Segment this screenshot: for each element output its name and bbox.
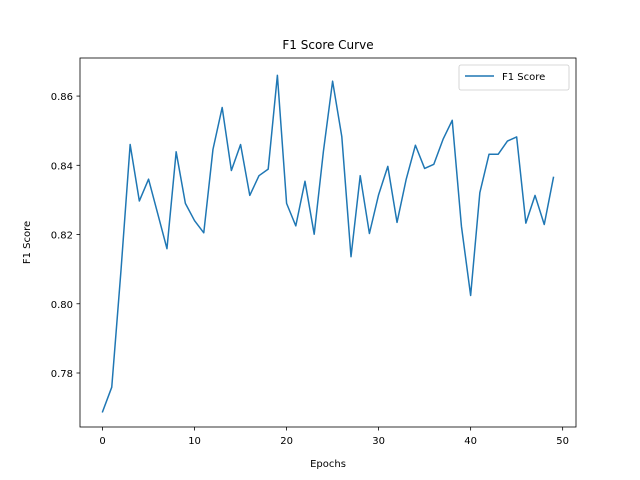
plot-frame bbox=[79, 57, 577, 428]
y-axis-label: F1 Score bbox=[22, 221, 33, 264]
x-tick-label: 40 bbox=[464, 436, 477, 447]
x-tick-label: 10 bbox=[188, 436, 201, 447]
x-axis-ticks: 0 10 20 30 40 50 bbox=[99, 427, 569, 447]
y-axis-ticks: 0.78 0.80 0.82 0.84 0.86 bbox=[51, 92, 80, 380]
legend-box bbox=[458, 64, 570, 91]
x-tick-label: 30 bbox=[372, 436, 385, 447]
chart-title: F1 Score Curve bbox=[282, 38, 373, 52]
y-tick-label: 0.82 bbox=[51, 231, 73, 242]
x-tick-label: 0 bbox=[99, 436, 105, 447]
x-tick-label: 20 bbox=[280, 436, 293, 447]
series-line-f1-score bbox=[101, 74, 555, 413]
x-axis-label: Epochs bbox=[310, 459, 346, 470]
x-tick-label: 50 bbox=[556, 436, 569, 447]
legend-label-f1-score: F1 Score bbox=[502, 72, 545, 83]
y-tick-label: 0.78 bbox=[51, 369, 73, 380]
y-tick-label: 0.84 bbox=[51, 161, 73, 172]
y-tick-label: 0.86 bbox=[51, 92, 73, 103]
legend: F1 Score bbox=[458, 64, 570, 91]
y-tick-label: 0.80 bbox=[51, 300, 73, 311]
